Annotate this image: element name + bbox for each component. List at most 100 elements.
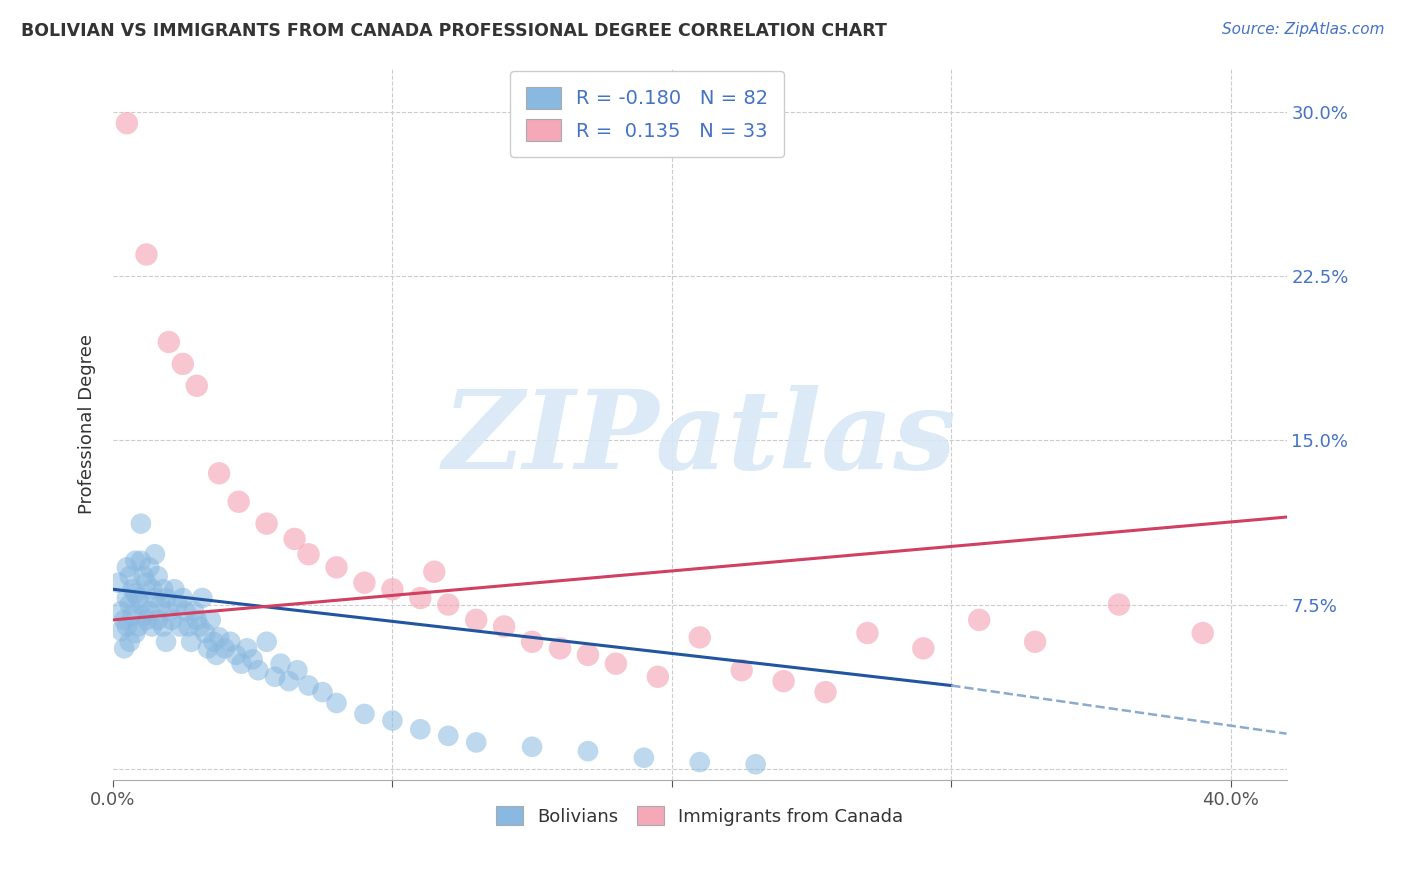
Point: [143, 591, 166, 605]
Point: [856, 626, 879, 640]
Point: [183, 604, 205, 618]
Point: [191, 591, 214, 605]
Point: [188, 619, 211, 633]
Point: [129, 554, 152, 568]
Point: [177, 619, 200, 633]
Point: [118, 634, 141, 648]
Point: [135, 575, 157, 590]
Y-axis label: Professional Degree: Professional Degree: [79, 334, 96, 514]
Point: [1024, 634, 1046, 648]
Point: [219, 634, 242, 648]
Point: [1108, 598, 1130, 612]
Point: [228, 494, 250, 508]
Point: [115, 591, 138, 605]
Point: [912, 641, 935, 656]
Point: [124, 587, 146, 601]
Point: [205, 648, 228, 662]
Point: [605, 657, 627, 671]
Point: [112, 641, 135, 656]
Point: [141, 582, 163, 597]
Point: [214, 641, 236, 656]
Point: [225, 648, 247, 662]
Point: [138, 604, 160, 618]
Point: [124, 554, 146, 568]
Point: [423, 565, 446, 579]
Point: [132, 569, 155, 583]
Point: [520, 739, 543, 754]
Point: [166, 598, 188, 612]
Point: [256, 634, 278, 648]
Point: [744, 757, 766, 772]
Point: [169, 619, 191, 633]
Point: [146, 613, 169, 627]
Point: [325, 560, 347, 574]
Point: [264, 670, 287, 684]
Point: [353, 575, 375, 590]
Point: [186, 378, 208, 392]
Point: [138, 560, 160, 574]
Point: [127, 591, 149, 605]
Point: [236, 641, 259, 656]
Point: [270, 657, 292, 671]
Point: [231, 657, 253, 671]
Point: [437, 598, 460, 612]
Point: [247, 663, 270, 677]
Point: [129, 516, 152, 531]
Point: [325, 696, 347, 710]
Point: [548, 641, 571, 656]
Point: [110, 624, 132, 638]
Point: [121, 608, 143, 623]
Point: [465, 613, 488, 627]
Point: [194, 626, 217, 640]
Point: [124, 626, 146, 640]
Point: [155, 591, 177, 605]
Point: [135, 613, 157, 627]
Point: [409, 591, 432, 605]
Point: [146, 569, 169, 583]
Point: [121, 582, 143, 597]
Point: [197, 641, 219, 656]
Point: [107, 575, 129, 590]
Point: [242, 652, 264, 666]
Point: [731, 663, 754, 677]
Point: [129, 598, 152, 612]
Point: [172, 357, 194, 371]
Point: [576, 744, 599, 758]
Point: [163, 582, 186, 597]
Point: [155, 634, 177, 648]
Point: [814, 685, 837, 699]
Point: [576, 648, 599, 662]
Point: [186, 613, 208, 627]
Point: [381, 714, 404, 728]
Point: [1191, 626, 1213, 640]
Point: [465, 735, 488, 749]
Point: [633, 750, 655, 764]
Text: ZIPatlas: ZIPatlas: [443, 384, 956, 492]
Point: [772, 674, 794, 689]
Point: [256, 516, 278, 531]
Point: [143, 547, 166, 561]
Point: [152, 582, 174, 597]
Point: [437, 729, 460, 743]
Point: [689, 755, 711, 769]
Point: [297, 679, 319, 693]
Point: [689, 631, 711, 645]
Point: [127, 619, 149, 633]
Point: [132, 608, 155, 623]
Point: [110, 604, 132, 618]
Legend: Bolivians, Immigrants from Canada: Bolivians, Immigrants from Canada: [486, 797, 912, 835]
Point: [208, 631, 231, 645]
Point: [494, 619, 516, 633]
Point: [112, 613, 135, 627]
Point: [172, 591, 194, 605]
Point: [115, 619, 138, 633]
Point: [115, 116, 138, 130]
Point: [647, 670, 669, 684]
Point: [381, 582, 404, 597]
Point: [409, 723, 432, 737]
Point: [200, 613, 222, 627]
Point: [157, 334, 180, 349]
Point: [118, 569, 141, 583]
Point: [208, 467, 231, 481]
Point: [285, 663, 308, 677]
